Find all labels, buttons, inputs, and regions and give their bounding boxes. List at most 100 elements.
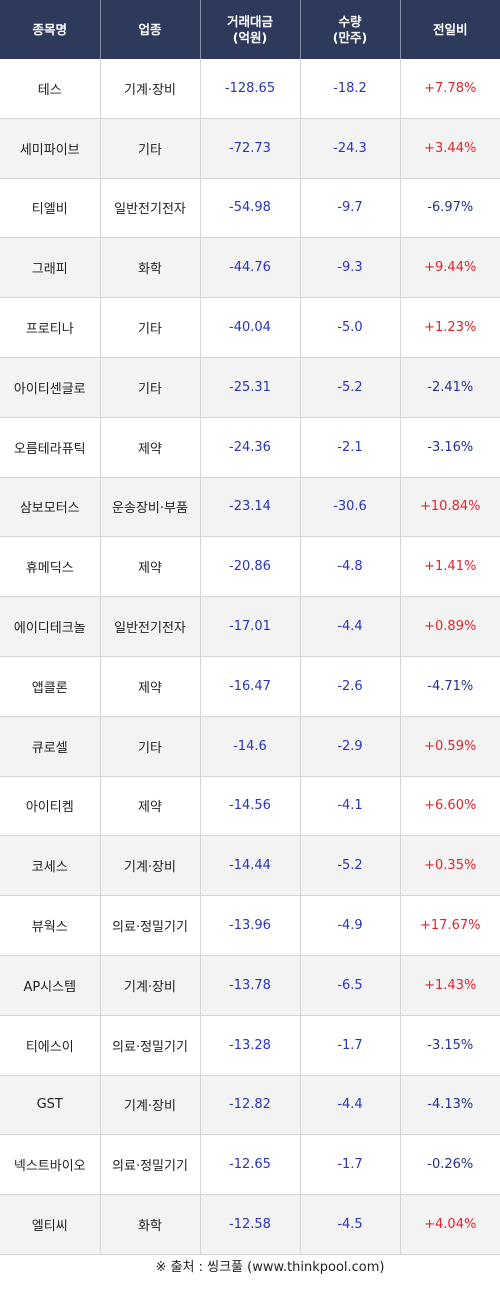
change-cell: -0.26% (399, 1134, 500, 1196)
header-change[interactable]: 전일비 (399, 0, 500, 59)
amount-cell: -12.65 (199, 1134, 300, 1196)
sector-cell: 의료·정밀기기 (99, 1134, 200, 1196)
stock-name-cell: 프로티나 (0, 297, 100, 358)
stock-name-cell: 에이디테크놀 (0, 596, 100, 657)
header-amount[interactable]: 거래대금 (억원) (199, 0, 300, 59)
change-cell: -3.15% (399, 1015, 500, 1076)
table-row[interactable]: 티에스이 의료·정밀기기 -13.28 -1.7 -3.15% (0, 1015, 500, 1076)
volume-cell: -4.4 (299, 596, 400, 657)
amount-cell: -40.04 (199, 297, 300, 358)
table-row[interactable]: 삼보모터스 운송장비·부품 -23.14 -30.6 +10.84% (0, 477, 500, 538)
volume-cell: -5.0 (299, 297, 400, 358)
change-cell: -3.16% (399, 417, 500, 478)
stock-name-cell: 삼보모터스 (0, 477, 100, 538)
amount-cell: -13.28 (199, 1015, 300, 1076)
volume-cell: -2.6 (299, 656, 400, 717)
volume-cell: -4.4 (299, 1075, 400, 1136)
volume-cell: -30.6 (299, 477, 400, 538)
amount-cell: -17.01 (199, 596, 300, 657)
table-row[interactable]: 오름테라퓨틱 제약 -24.36 -2.1 -3.16% (0, 417, 500, 478)
sector-cell: 기계·장비 (99, 59, 200, 119)
volume-cell: -9.7 (299, 178, 400, 239)
volume-cell: -2.1 (299, 417, 400, 478)
volume-cell: -5.2 (299, 835, 400, 897)
change-cell: +1.43% (399, 955, 500, 1016)
sector-cell: 기타 (99, 297, 200, 358)
change-cell: +6.60% (399, 776, 500, 837)
amount-cell: -14.6 (199, 716, 300, 777)
table-row[interactable]: 아이티켐 제약 -14.56 -4.1 +6.60% (0, 776, 500, 837)
sector-cell: 기계·장비 (99, 835, 200, 897)
amount-cell: -12.82 (199, 1075, 300, 1136)
amount-cell: -54.98 (199, 178, 300, 239)
table-row[interactable]: 엘티씨 화학 -12.58 -4.5 +4.04% (0, 1194, 500, 1255)
volume-cell: -4.5 (299, 1194, 400, 1255)
header-sector[interactable]: 업종 (99, 0, 200, 59)
change-cell: +0.59% (399, 716, 500, 777)
sector-cell: 제약 (99, 417, 200, 478)
table-row[interactable]: 아이티센글로 기타 -25.31 -5.2 -2.41% (0, 357, 500, 418)
stock-name-cell: 앱클론 (0, 656, 100, 717)
change-cell: +9.44% (399, 237, 500, 299)
change-cell: +1.23% (399, 297, 500, 358)
sector-cell: 일반전기전자 (99, 178, 200, 239)
stock-table: 종목명 업종 거래대금 (억원) 수량 (만주) 전일비 테스 기계·장비 -128… (0, 0, 500, 1255)
volume-cell: -5.2 (299, 357, 400, 418)
amount-cell: -20.86 (199, 536, 300, 598)
table-row[interactable]: 앱클론 제약 -16.47 -2.6 -4.71% (0, 656, 500, 717)
header-change-label: 전일비 (432, 21, 468, 37)
header-sector-label: 업종 (138, 21, 162, 37)
change-cell: +7.78% (399, 59, 500, 119)
table-row[interactable]: AP시스템 기계·장비 -13.78 -6.5 +1.43% (0, 955, 500, 1016)
sector-cell: 일반전기전자 (99, 596, 200, 657)
header-amount-label: 거래대금 (226, 13, 273, 29)
table-body: 테스 기계·장비 -128.65 -18.2 +7.78% 세미파이브 기타 -72.73 -2… (0, 59, 500, 1255)
stock-name-cell: 아이티켐 (0, 776, 100, 837)
volume-cell: -9.3 (299, 237, 400, 299)
source-note: ※ 출처 : 씽크풀 (www.thinkpool.com) (155, 1260, 385, 1275)
stock-name-cell: 세미파이브 (0, 118, 100, 179)
sector-cell: 기타 (99, 118, 200, 179)
table-row[interactable]: 세미파이브 기타 -72.73 -24.3 +3.44% (0, 118, 500, 179)
volume-cell: -4.1 (299, 776, 400, 837)
amount-cell: -16.47 (199, 656, 300, 717)
header-name[interactable]: 종목명 (0, 0, 100, 59)
header-name-label: 종목명 (32, 21, 67, 37)
table-row[interactable]: GST 기계·장비 -12.82 -4.4 -4.13% (0, 1075, 500, 1136)
table-row[interactable]: 프로티나 기타 -40.04 -5.0 +1.23% (0, 297, 500, 358)
table-row[interactable]: 테스 기계·장비 -128.65 -18.2 +7.78% (0, 59, 500, 119)
volume-cell: -4.8 (299, 536, 400, 598)
stock-name-cell: AP시스템 (0, 955, 100, 1016)
stock-name-cell: 휴메딕스 (0, 536, 100, 598)
stock-name-cell: GST (0, 1075, 100, 1136)
table-row[interactable]: 티엘비 일반전기전자 -54.98 -9.7 -6.97% (0, 178, 500, 239)
sector-cell: 의료·정밀기기 (99, 895, 200, 956)
amount-cell: -12.58 (199, 1194, 300, 1255)
table-row[interactable]: 그래피 화학 -44.76 -9.3 +9.44% (0, 237, 500, 299)
stock-name-cell: 코세스 (0, 835, 100, 897)
table-row[interactable]: 큐로셀 기타 -14.6 -2.9 +0.59% (0, 716, 500, 777)
table-row[interactable]: 휴메딕스 제약 -20.86 -4.8 +1.41% (0, 536, 500, 598)
header-volume[interactable]: 수량 (만주) (299, 0, 400, 59)
sector-cell: 화학 (99, 1194, 200, 1255)
amount-cell: -44.76 (199, 237, 300, 299)
amount-cell: -25.31 (199, 357, 300, 418)
table-row[interactable]: 뷰웍스 의료·정밀기기 -13.96 -4.9 +17.67% (0, 895, 500, 956)
amount-cell: -24.36 (199, 417, 300, 478)
volume-cell: -4.9 (299, 895, 400, 956)
sector-cell: 제약 (99, 776, 200, 837)
amount-cell: -72.73 (199, 118, 300, 179)
sector-cell: 운송장비·부품 (99, 477, 200, 538)
amount-cell: -13.78 (199, 955, 300, 1016)
table-row[interactable]: 넥스트바이오 의료·정밀기기 -12.65 -1.7 -0.26% (0, 1134, 500, 1196)
volume-cell: -1.7 (299, 1134, 400, 1196)
header-volume-unit: (만주) (332, 29, 368, 45)
table-row[interactable]: 코세스 기계·장비 -14.44 -5.2 +0.35% (0, 835, 500, 897)
amount-cell: -14.44 (199, 835, 300, 897)
change-cell: +4.04% (399, 1194, 500, 1255)
change-cell: +17.67% (399, 895, 500, 956)
table-row[interactable]: 에이디테크놀 일반전기전자 -17.01 -4.4 +0.89% (0, 596, 500, 657)
stock-name-cell: 그래피 (0, 237, 100, 299)
stock-name-cell: 넥스트바이오 (0, 1134, 100, 1196)
change-cell: +0.35% (399, 835, 500, 897)
